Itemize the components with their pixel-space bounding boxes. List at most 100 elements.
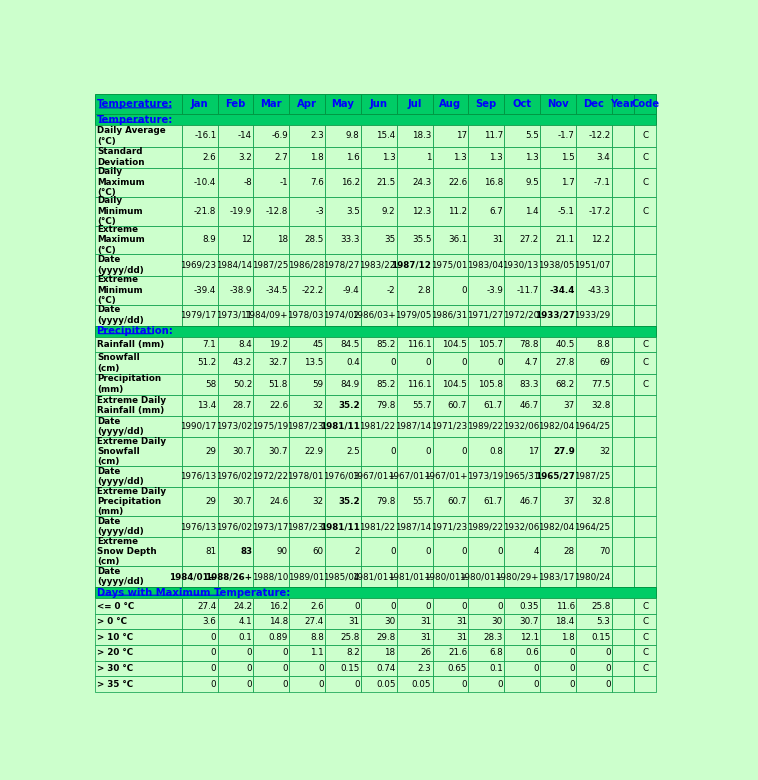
- Text: 31: 31: [456, 617, 467, 626]
- Text: Date
(yyyy/dd): Date (yyyy/dd): [97, 517, 144, 536]
- Bar: [290, 304, 325, 326]
- Bar: [576, 661, 612, 676]
- Bar: [504, 395, 540, 416]
- Text: 1951/07: 1951/07: [574, 261, 610, 270]
- Bar: [290, 168, 325, 197]
- Bar: [504, 466, 540, 487]
- Bar: [634, 661, 656, 676]
- Text: 0.89: 0.89: [268, 633, 288, 642]
- Text: 0: 0: [497, 679, 503, 689]
- Bar: [612, 254, 634, 275]
- Text: 32: 32: [313, 401, 324, 410]
- Text: Feb: Feb: [225, 99, 246, 109]
- Bar: [576, 197, 612, 225]
- Bar: [612, 598, 634, 614]
- Bar: [253, 126, 290, 147]
- Bar: [612, 353, 634, 374]
- Text: 17: 17: [528, 447, 539, 456]
- Text: 24.3: 24.3: [412, 178, 431, 186]
- Bar: [612, 416, 634, 437]
- Bar: [612, 374, 634, 395]
- Text: 8.9: 8.9: [202, 236, 216, 244]
- Bar: [361, 516, 396, 537]
- Text: 29: 29: [205, 497, 216, 506]
- Bar: [468, 437, 504, 466]
- Bar: [634, 466, 656, 487]
- Text: 31: 31: [349, 617, 360, 626]
- Bar: [253, 629, 290, 645]
- Bar: [290, 516, 325, 537]
- Bar: [182, 197, 218, 225]
- Text: Code: Code: [631, 99, 659, 109]
- Bar: [182, 395, 218, 416]
- Bar: [95, 353, 182, 374]
- Text: 40.5: 40.5: [556, 340, 575, 349]
- Text: 32.7: 32.7: [268, 359, 288, 367]
- Bar: [95, 537, 182, 566]
- Text: 22.6: 22.6: [448, 178, 467, 186]
- Text: > 35 °C: > 35 °C: [97, 679, 133, 689]
- Bar: [218, 598, 253, 614]
- Text: 1.8: 1.8: [310, 153, 324, 161]
- Bar: [504, 598, 540, 614]
- Text: 1987/12: 1987/12: [391, 261, 431, 270]
- Bar: [612, 94, 634, 114]
- Bar: [433, 566, 468, 587]
- Bar: [540, 487, 576, 516]
- Bar: [468, 374, 504, 395]
- Bar: [504, 275, 540, 304]
- Bar: [468, 487, 504, 516]
- Text: Extreme Daily
Precipitation
(mm): Extreme Daily Precipitation (mm): [97, 487, 166, 516]
- Text: 0: 0: [462, 285, 467, 295]
- Text: 8.2: 8.2: [346, 648, 360, 658]
- Text: 1.8: 1.8: [561, 633, 575, 642]
- Text: C: C: [642, 601, 648, 611]
- Text: 1971/27: 1971/27: [467, 310, 503, 320]
- Bar: [504, 645, 540, 661]
- Text: 1983/22: 1983/22: [359, 261, 396, 270]
- Text: 16.8: 16.8: [484, 178, 503, 186]
- Bar: [504, 94, 540, 114]
- Bar: [325, 629, 361, 645]
- Text: 11.7: 11.7: [484, 132, 503, 140]
- Text: 1.3: 1.3: [453, 153, 467, 161]
- Text: Year: Year: [610, 99, 635, 109]
- Text: 0.65: 0.65: [448, 664, 467, 673]
- Bar: [218, 126, 253, 147]
- Bar: [182, 645, 218, 661]
- Bar: [612, 566, 634, 587]
- Bar: [218, 225, 253, 254]
- Text: 1973/17: 1973/17: [252, 522, 288, 531]
- Bar: [95, 629, 182, 645]
- Text: 0.74: 0.74: [376, 664, 396, 673]
- Bar: [182, 661, 218, 676]
- Bar: [290, 437, 325, 466]
- Bar: [433, 516, 468, 537]
- Bar: [468, 126, 504, 147]
- Text: 12.2: 12.2: [591, 236, 610, 244]
- Bar: [634, 437, 656, 466]
- Bar: [612, 676, 634, 692]
- Text: 85.2: 85.2: [376, 380, 396, 388]
- Text: Date
(yyyy/dd): Date (yyyy/dd): [97, 417, 144, 436]
- Text: 13.5: 13.5: [305, 359, 324, 367]
- Bar: [182, 598, 218, 614]
- Text: -22.2: -22.2: [302, 285, 324, 295]
- Bar: [95, 676, 182, 692]
- Text: 0: 0: [605, 664, 610, 673]
- Bar: [290, 661, 325, 676]
- Text: 31: 31: [420, 617, 431, 626]
- Text: 1967/01+: 1967/01+: [388, 472, 431, 481]
- Bar: [95, 126, 182, 147]
- Bar: [612, 126, 634, 147]
- Text: 1973/02: 1973/02: [216, 422, 252, 431]
- Bar: [290, 466, 325, 487]
- Bar: [325, 353, 361, 374]
- Bar: [396, 126, 433, 147]
- Text: 0: 0: [390, 447, 396, 456]
- Text: 1.5: 1.5: [561, 153, 575, 161]
- Bar: [540, 337, 576, 353]
- Text: 61.7: 61.7: [484, 401, 503, 410]
- Text: 1982/04: 1982/04: [538, 422, 575, 431]
- Text: C: C: [642, 132, 648, 140]
